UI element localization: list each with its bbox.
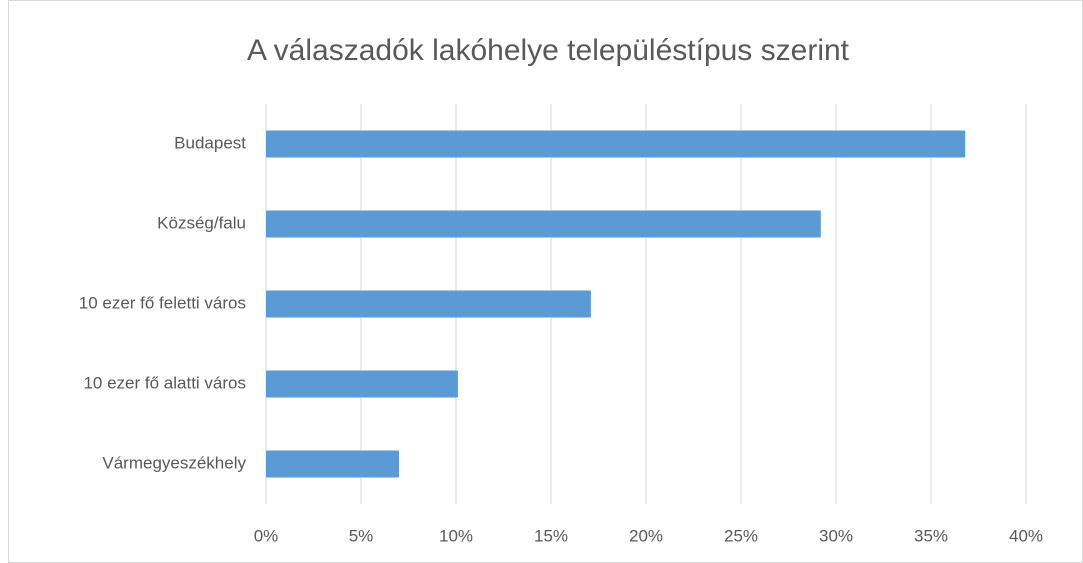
x-tick-label: 35% <box>914 526 948 545</box>
bar <box>266 290 591 318</box>
x-tick-label: 5% <box>349 526 374 545</box>
x-tick-label: 40% <box>1009 526 1043 545</box>
bar <box>266 210 821 238</box>
x-tick-label: 15% <box>534 526 568 545</box>
chart-frame <box>8 0 1083 563</box>
bar <box>266 130 966 158</box>
x-tick-label: 10% <box>439 526 473 545</box>
y-tick-label: Község/falu <box>157 213 246 232</box>
y-tick-label: Budapest <box>174 133 246 152</box>
chart-title: A válaszadók lakóhelye településtípus sz… <box>247 34 850 67</box>
bar <box>266 450 399 478</box>
x-tick-label: 20% <box>629 526 663 545</box>
y-tick-label: 10 ezer fő alatti város <box>83 373 246 392</box>
bar <box>266 370 458 398</box>
x-tick-label: 25% <box>724 526 758 545</box>
x-tick-label: 30% <box>819 526 853 545</box>
y-tick-label: 10 ezer fő feletti város <box>79 293 246 312</box>
y-tick-label: Vármegyeszékhely <box>102 453 246 472</box>
x-tick-label: 0% <box>254 526 279 545</box>
